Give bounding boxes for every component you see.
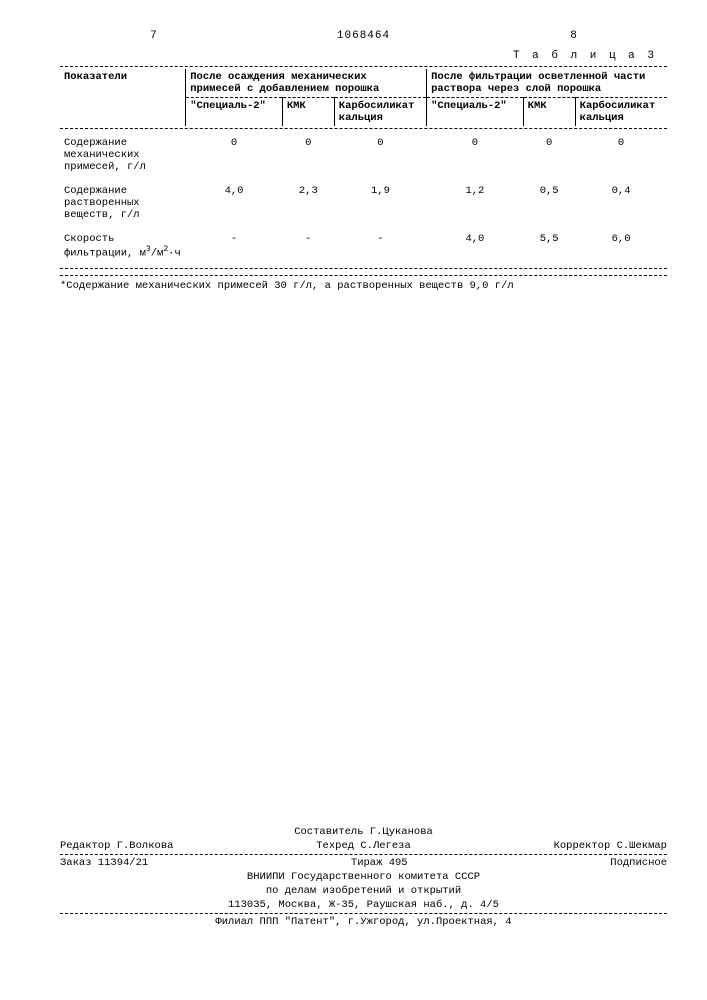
order-num: Заказ 11394/21 xyxy=(60,857,148,869)
cell: 0 xyxy=(575,131,667,179)
cell: 0,5 xyxy=(523,179,575,227)
cell: 0,4 xyxy=(575,179,667,227)
cell: 0 xyxy=(427,131,524,179)
divider xyxy=(60,275,667,276)
cell: 1,9 xyxy=(334,179,426,227)
divider xyxy=(60,128,667,129)
editor: Редактор Г.Волкова xyxy=(60,840,173,852)
cell: 1,2 xyxy=(427,179,524,227)
page-right-num: 8 xyxy=(570,30,577,42)
techred: Техред С.Легеза xyxy=(316,840,411,852)
subhead-carb-1: Карбосиликат кальция xyxy=(334,98,426,127)
table-caption: Т а б л и ц а 3 xyxy=(60,50,667,62)
cell: 0 xyxy=(282,131,334,179)
table-row: Скорость фильтрации, м3/м2·ч - - - 4,0 5… xyxy=(60,227,667,266)
col-header-indicators: Показатели xyxy=(60,69,186,126)
subhead-kmk-1: КМК xyxy=(282,98,334,127)
data-table: Показатели После осаждения механических … xyxy=(60,69,667,266)
org-line-2: по делам изобретений и открытий xyxy=(60,885,667,897)
cell: 2,3 xyxy=(282,179,334,227)
corrector: Корректор С.Шекмар xyxy=(554,840,667,852)
subscription: Подписное xyxy=(610,857,667,869)
row-label: Содержание механических примесей, г/л xyxy=(60,131,186,179)
page-header: 7 1068464 8 xyxy=(60,30,667,42)
cell: - xyxy=(334,227,426,266)
divider xyxy=(60,854,667,855)
cell: 4,0 xyxy=(427,227,524,266)
row-label: Скорость фильтрации, м3/м2·ч xyxy=(60,227,186,266)
divider xyxy=(60,913,667,914)
table-row: Содержание растворенных веществ, г/л 4,0… xyxy=(60,179,667,227)
table-footnote: *Содержание механических примесей 30 г/л… xyxy=(60,280,667,292)
page-left-num: 7 xyxy=(150,30,157,42)
row-label: Содержание растворенных веществ, г/л xyxy=(60,179,186,227)
branch-line: Филиал ППП "Патент", г.Ужгород, ул.Проек… xyxy=(60,916,667,928)
divider xyxy=(60,268,667,269)
cell: - xyxy=(186,227,283,266)
cell: 5,5 xyxy=(523,227,575,266)
org-line-1: ВНИИПИ Государственного комитета СССР xyxy=(60,871,667,883)
cell: - xyxy=(282,227,334,266)
subhead-spec-2: "Специаль-2" xyxy=(427,98,524,127)
col-group-1: После осаждения механических примесей с … xyxy=(186,69,427,98)
cell: 0 xyxy=(334,131,426,179)
document-number: 1068464 xyxy=(337,30,390,42)
tirazh: Тираж 495 xyxy=(351,857,408,869)
cell: 4,0 xyxy=(186,179,283,227)
subhead-spec-1: "Специаль-2" xyxy=(186,98,283,127)
subhead-kmk-2: КМК xyxy=(523,98,575,127)
table-row: Содержание механических примесей, г/л 0 … xyxy=(60,131,667,179)
col-group-2: После фильтрации осветленной части раств… xyxy=(427,69,667,98)
divider xyxy=(60,66,667,67)
subhead-carb-2: Карбосиликат кальция xyxy=(575,98,667,127)
composer-line: Составитель Г.Цуканова xyxy=(60,826,667,838)
cell: 0 xyxy=(186,131,283,179)
cell: 6,0 xyxy=(575,227,667,266)
imprint-block: Составитель Г.Цуканова Редактор Г.Волков… xyxy=(60,824,667,930)
address-1: 113035, Москва, Ж-35, Раушская наб., д. … xyxy=(60,899,667,911)
cell: 0 xyxy=(523,131,575,179)
